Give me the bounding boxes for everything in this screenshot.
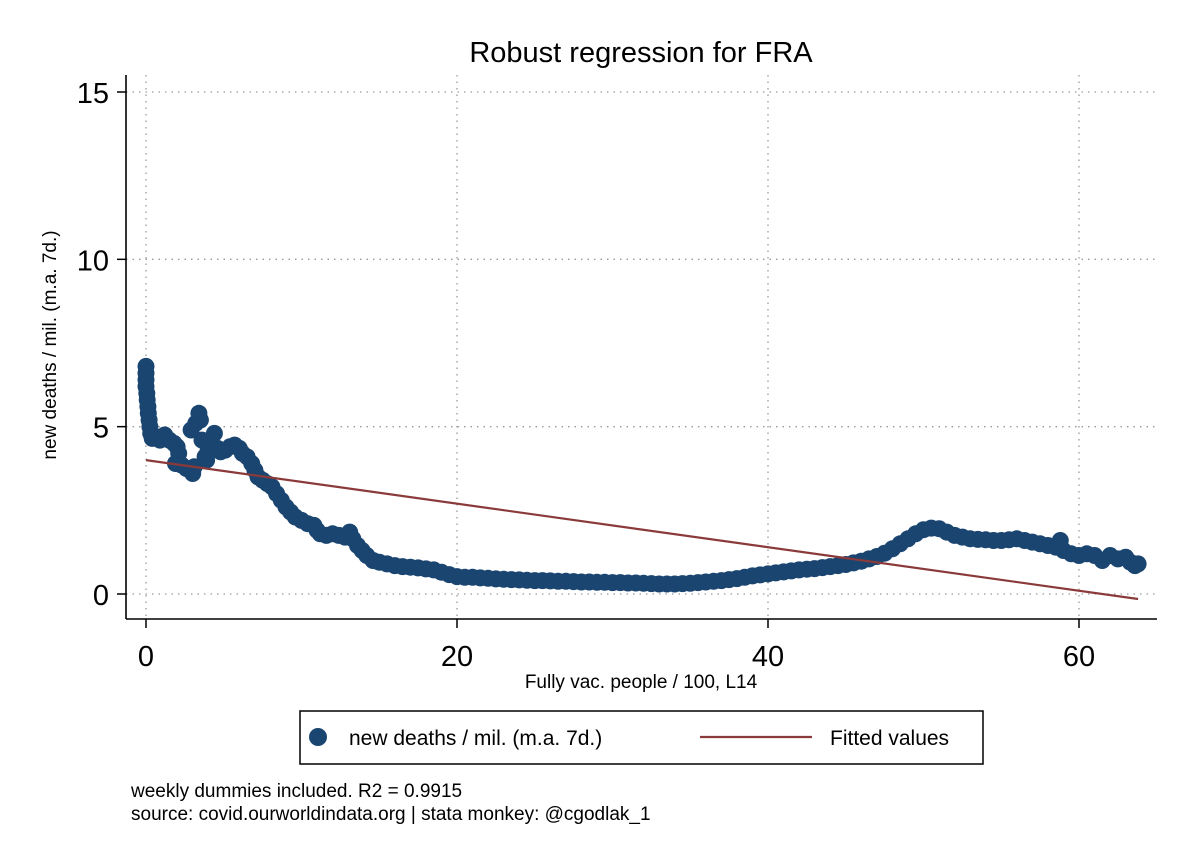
x-axis-label: Fully vac. people / 100, L14 [525, 672, 758, 693]
x-tick-label-60: 60 [1063, 641, 1095, 673]
data-point-34 [205, 424, 223, 442]
legend-box [299, 710, 984, 765]
y-axis-label: new deaths / mil. (m.a. 7d.) [40, 230, 61, 459]
axes: 0 5 10 15 0 20 40 60 [77, 75, 1157, 673]
legend-label-fitted: Fitted values [830, 727, 949, 750]
y-tick-label-5: 5 [93, 413, 109, 445]
grid [126, 75, 1157, 619]
note-source: source: covid.ourworldindata.org | stata… [131, 804, 651, 825]
legend-label-deaths: new deaths / mil. (m.a. 7d.) [349, 727, 602, 750]
chart-title: Robust regression for FRA [469, 37, 813, 69]
legend-marker-deaths [309, 728, 327, 746]
x-tick-label-0: 0 [138, 641, 154, 673]
y-tick-label-15: 15 [77, 78, 109, 110]
data-points [137, 357, 1147, 593]
fitted-values-line [145, 459, 1139, 601]
data-point-28 [191, 411, 209, 429]
legend: new deaths / mil. (m.a. 7d.) Fitted valu… [299, 710, 984, 765]
x-tick-label-40: 40 [752, 641, 784, 673]
data-point-169 [1129, 555, 1147, 573]
note-dummies: weekly dummies included. R2 = 0.9915 [131, 781, 463, 802]
y-tick-label-0: 0 [93, 580, 109, 612]
fitted-line [145, 459, 1139, 601]
y-tick-label-10: 10 [77, 245, 109, 277]
x-tick-label-20: 20 [441, 641, 473, 673]
